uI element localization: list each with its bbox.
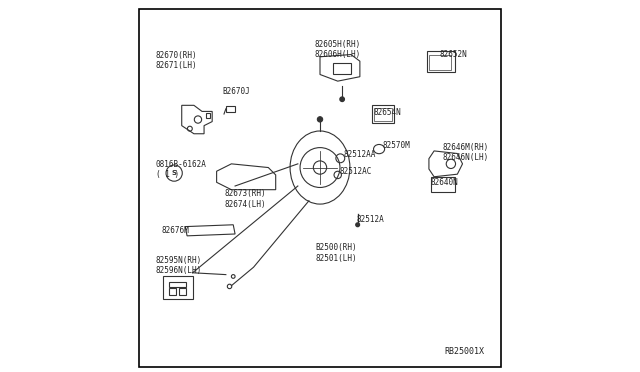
Text: 82605H(RH)
82606H(LH): 82605H(RH) 82606H(LH) bbox=[314, 40, 361, 59]
Text: 82512AA: 82512AA bbox=[344, 150, 376, 159]
Bar bbox=[179, 288, 186, 295]
Text: 0816B-6162A
( 1 ): 0816B-6162A ( 1 ) bbox=[156, 160, 207, 179]
Text: B2670J: B2670J bbox=[222, 87, 250, 96]
Bar bbox=[169, 282, 186, 287]
Text: B2500(RH)
82501(LH): B2500(RH) 82501(LH) bbox=[316, 244, 357, 263]
Bar bbox=[431, 177, 455, 192]
Text: 82652N: 82652N bbox=[440, 51, 468, 60]
Circle shape bbox=[317, 117, 323, 122]
Bar bbox=[206, 113, 210, 118]
Circle shape bbox=[340, 97, 344, 102]
Text: S: S bbox=[172, 170, 177, 176]
Bar bbox=[429, 55, 451, 70]
Text: 82676M: 82676M bbox=[162, 226, 189, 235]
Text: 82640N: 82640N bbox=[431, 178, 458, 187]
Circle shape bbox=[356, 223, 360, 227]
Bar bbox=[333, 63, 351, 74]
Text: 82673(RH)
82674(LH): 82673(RH) 82674(LH) bbox=[224, 189, 266, 209]
Bar bbox=[226, 106, 235, 112]
Text: 82595N(RH)
82596N(LH): 82595N(RH) 82596N(LH) bbox=[156, 256, 202, 275]
Bar bbox=[163, 276, 193, 299]
Text: 82512A: 82512A bbox=[357, 215, 385, 224]
Text: 82654N: 82654N bbox=[374, 108, 401, 117]
Text: RB25001X: RB25001X bbox=[444, 347, 484, 356]
Text: 82646M(RH)
82646N(LH): 82646M(RH) 82646N(LH) bbox=[443, 143, 489, 163]
Bar bbox=[372, 105, 394, 123]
Text: 82512AC: 82512AC bbox=[339, 167, 372, 176]
Bar bbox=[169, 288, 177, 295]
Text: 82670(RH)
82671(LH): 82670(RH) 82671(LH) bbox=[156, 51, 197, 70]
Text: 82570M: 82570M bbox=[382, 141, 410, 150]
Bar bbox=[374, 109, 392, 121]
Bar bbox=[427, 51, 455, 71]
